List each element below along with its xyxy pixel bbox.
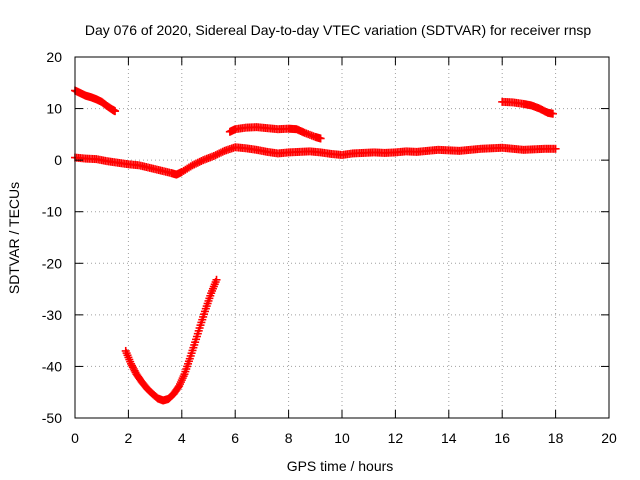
x-tick-label: 14 xyxy=(441,430,457,446)
data-point xyxy=(111,107,120,116)
data-point-fill xyxy=(197,157,206,166)
axis-ticks xyxy=(74,56,610,419)
data-point xyxy=(551,144,560,153)
series-arc-negative xyxy=(121,275,221,405)
x-tick-label: 16 xyxy=(494,430,510,446)
data-point-fill xyxy=(193,158,202,167)
x-tick-label: 12 xyxy=(388,430,404,446)
data-point-fill xyxy=(213,150,222,159)
y-axis-title: SDTVAR / TECUs xyxy=(6,182,22,294)
x-axis-title: GPS time / hours xyxy=(287,458,394,474)
x-tick-label: 6 xyxy=(231,430,239,446)
y-tick-label: -20 xyxy=(42,255,62,271)
chart-title: Day 076 of 2020, Sidereal Day-to-day VTE… xyxy=(85,22,591,38)
y-tick-label: 0 xyxy=(54,152,62,168)
y-tick-label: -10 xyxy=(42,204,62,220)
y-tick-label: -50 xyxy=(42,410,62,426)
series-arc-mid xyxy=(225,123,325,143)
x-tick-label: 18 xyxy=(548,430,564,446)
x-tick-label: 0 xyxy=(71,430,79,446)
data-point-fill xyxy=(192,159,201,168)
x-tick-label: 8 xyxy=(285,430,293,446)
data-point-fill xyxy=(218,147,227,156)
data-point xyxy=(548,109,557,118)
x-tick-label: 10 xyxy=(334,430,350,446)
y-tick-label: -30 xyxy=(42,307,62,323)
series-arc-late xyxy=(498,97,557,118)
data-point xyxy=(209,152,218,161)
series-arc-main xyxy=(71,143,560,179)
series-arc-early xyxy=(71,86,120,116)
grid-lines xyxy=(75,57,609,418)
x-tick-labels: 0 2 4 6 8 10 12 14 16 18 20 xyxy=(71,430,617,446)
x-tick-label: 4 xyxy=(178,430,186,446)
data-point-fill xyxy=(211,151,220,160)
data-points xyxy=(71,86,560,405)
data-point xyxy=(316,134,325,143)
y-tick-label: 10 xyxy=(46,101,62,117)
data-point-fill xyxy=(190,160,199,169)
y-tick-label: 20 xyxy=(46,49,62,65)
data-point-fill xyxy=(216,148,225,157)
data-point-fill xyxy=(195,157,204,166)
x-tick-label: 2 xyxy=(125,430,133,446)
x-tick-label: 20 xyxy=(601,430,617,446)
data-point xyxy=(212,275,221,284)
y-tick-label: -40 xyxy=(42,358,62,374)
data-point xyxy=(188,161,197,170)
data-point-fill xyxy=(215,149,224,158)
y-tick-labels: 20 10 0 -10 -20 -30 -40 -50 xyxy=(42,49,62,426)
